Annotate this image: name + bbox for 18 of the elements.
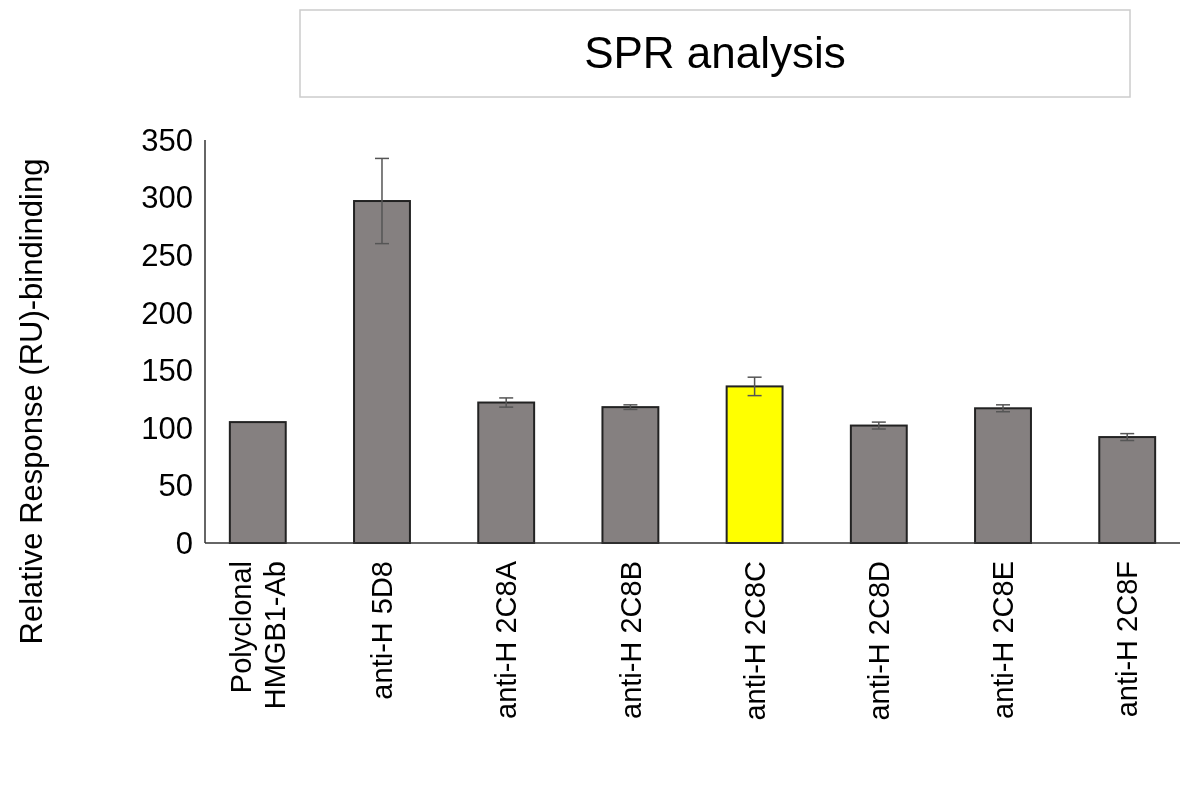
y-axis-title: Relative Response (RU)-bindinding <box>14 158 49 645</box>
x-tick-label: anti-H 2C8D <box>862 561 895 721</box>
x-tick-label: anti-H 2C8F <box>1111 561 1144 718</box>
x-tick-label: anti-H 2C8C <box>738 561 771 721</box>
y-tick-label: 250 <box>141 237 193 273</box>
x-tick-label: anti-H 2C8E <box>987 561 1020 719</box>
x-tick-label: anti-H 5D8 <box>366 561 399 700</box>
x-tick-label: anti-H 2C8A <box>490 560 523 719</box>
x-tick-label: Polyclonal HMGB1-Ab <box>224 561 291 710</box>
y-tick-label: 0 <box>175 525 193 561</box>
y-tick-label: 100 <box>141 410 193 446</box>
y-tick-label: 50 <box>158 468 193 504</box>
y-tick-label: 200 <box>141 295 193 331</box>
x-tick-label: anti-H 2C8B <box>614 561 647 719</box>
y-tick-label: 300 <box>141 180 193 216</box>
y-tick-label: 150 <box>141 353 193 389</box>
chart-title: SPR analysis <box>584 28 846 77</box>
y-tick-label: 350 <box>141 122 193 158</box>
